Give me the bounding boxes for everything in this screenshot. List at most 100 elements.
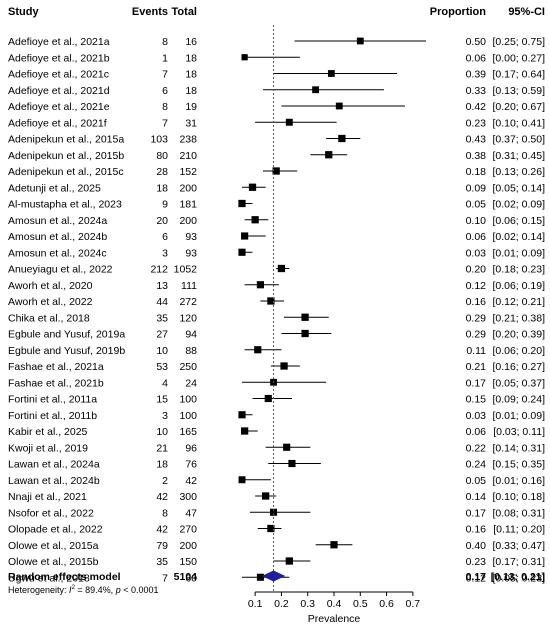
study-total: 19 xyxy=(185,101,197,113)
study-events: 27 xyxy=(156,329,168,341)
study-total: 88 xyxy=(185,345,197,357)
study-total: 181 xyxy=(179,199,197,211)
study-name: Lawan et al., 2024b xyxy=(8,475,100,487)
study-total: 210 xyxy=(179,150,197,162)
study-row: Adefioye et al., 2021c 7 18 0.39 [0.17; 0.64… xyxy=(8,69,545,81)
study-events: 10 xyxy=(156,345,168,357)
study-name: Kwoji et al., 2019 xyxy=(8,442,88,454)
study-total: 96 xyxy=(185,442,197,454)
study-total: 16 xyxy=(185,36,197,48)
study-ci: [0.14; 0.31] xyxy=(492,442,545,454)
study-name: Adenipekun et al., 2015c xyxy=(8,166,124,178)
study-total: 18 xyxy=(185,85,197,97)
study-square xyxy=(238,199,246,208)
header-study: Study xyxy=(8,6,39,18)
study-events: 103 xyxy=(150,134,168,146)
study-events: 7 xyxy=(162,69,168,81)
heterogeneity-prefix: Heterogeneity: xyxy=(8,585,69,595)
study-square xyxy=(251,216,259,224)
study-row: Egbule and Yusuf, 2019b 10 88 0.11 [0.06; 0.… xyxy=(8,345,545,357)
p-symbol: p xyxy=(115,585,121,595)
study-proportion: 0.33 xyxy=(466,85,487,97)
x-tick-label: 0.7 xyxy=(406,598,421,610)
study-name: Nnaji et al., 2021 xyxy=(8,491,87,503)
study-events: 15 xyxy=(156,394,168,406)
study-proportion: 0.11 xyxy=(466,345,486,357)
study-total: 42 xyxy=(185,475,197,487)
study-square xyxy=(301,313,309,321)
study-ci: [0.01; 0.09] xyxy=(492,410,545,422)
study-name: Adenipekun et al., 2015a xyxy=(8,134,124,146)
study-row: Amosun et al., 2024c 3 93 0.03 [0.01; 0.09] xyxy=(8,247,545,259)
study-square xyxy=(264,394,272,403)
study-proportion: 0.20 xyxy=(466,264,487,276)
study-name: Fortini et al., 2011a xyxy=(8,394,97,406)
study-row: Adefioye et al., 2021a 8 16 0.50 [0.25; 0.75… xyxy=(8,36,545,48)
study-ci: [0.17; 0.64] xyxy=(492,69,545,81)
study-row: Adefioye et al., 2021f 7 31 0.23 [0.10; 0.41… xyxy=(8,117,545,129)
study-proportion: 0.12 xyxy=(466,280,487,292)
study-events: 20 xyxy=(156,215,168,227)
study-square xyxy=(327,70,335,77)
study-ci: [0.06; 0.15] xyxy=(492,215,545,227)
study-name: Adenipekun et al., 2015b xyxy=(8,150,124,162)
study-total: 200 xyxy=(179,215,197,227)
pooled-diamond xyxy=(261,570,286,582)
study-row: Chika et al., 2018 35 120 0.29 [0.21; 0.38] xyxy=(8,312,545,324)
study-name: Anueyiagu et al., 2022 xyxy=(8,264,113,276)
study-row: Olowe et al., 2015b 35 150 0.23 [0.17; 0.31] xyxy=(8,556,545,568)
study-proportion: 0.18 xyxy=(466,166,487,178)
study-square xyxy=(267,297,275,305)
header-ci: 95%-CI xyxy=(508,6,545,18)
study-ci: [0.10; 0.18] xyxy=(492,491,545,503)
heterogeneity-text: Heterogeneity: I2 = 89.4%, p < 0.0001 xyxy=(8,585,159,595)
study-row: Adenipekun et al., 2015b 80 210 0.38 [0.31; … xyxy=(8,150,545,162)
study-name: Chika et al., 2018 xyxy=(8,312,90,324)
study-square xyxy=(238,248,246,256)
study-total: 150 xyxy=(179,556,197,568)
i2-exponent: 2 xyxy=(72,585,76,591)
study-ci: [0.20; 0.67] xyxy=(492,101,545,113)
study-proportion: 0.05 xyxy=(466,199,487,211)
study-square xyxy=(254,346,262,354)
study-square xyxy=(256,281,264,289)
study-ci: [0.00; 0.27] xyxy=(492,52,545,64)
study-total: 165 xyxy=(179,426,197,438)
study-total: 47 xyxy=(185,507,197,519)
study-proportion: 0.12 xyxy=(466,572,487,584)
study-row: Anueyiagu et al., 2022 212 1052 0.20 [0.18; … xyxy=(8,264,545,276)
pooled-estimate: Random effects model 5104 0.17 [0.13; 0.21] xyxy=(8,570,545,583)
study-square xyxy=(288,459,296,468)
study-proportion: 0.10 xyxy=(466,215,487,227)
study-proportion: 0.06 xyxy=(466,231,487,243)
study-square xyxy=(335,102,343,110)
study-proportion: 0.38 xyxy=(466,150,487,162)
study-square xyxy=(238,476,246,484)
study-ci: [0.01; 0.09] xyxy=(492,247,545,259)
study-row: Fashae et al., 2021a 53 250 0.21 [0.16; 0.27… xyxy=(8,361,545,373)
study-name: Amosun et al., 2024a xyxy=(8,215,107,227)
study-total: 18 xyxy=(185,69,197,81)
study-name: Fashae et al., 2021b xyxy=(8,377,104,389)
study-row: Adefioye et al., 2021e 8 19 0.42 [0.20; 0.67… xyxy=(8,101,545,113)
study-events: 79 xyxy=(156,540,168,552)
study-events: 18 xyxy=(156,182,168,194)
study-name: Olowe et al., 2015a xyxy=(8,540,99,552)
study-proportion: 0.24 xyxy=(466,459,487,471)
study-name: Al-mustapha et al., 2023 xyxy=(8,199,122,211)
x-tick-label: 0.5 xyxy=(353,598,368,610)
study-total: 1052 xyxy=(174,264,198,276)
study-ci: [0.31; 0.45] xyxy=(492,150,545,162)
header-events: Events xyxy=(132,6,168,18)
study-proportion: 0.17 xyxy=(466,507,487,519)
study-total: 300 xyxy=(179,491,197,503)
study-name: Olowe et al., 2015b xyxy=(8,556,99,568)
study-row: Adetunji et al., 2025 18 200 0.09 [0.05; 0.1… xyxy=(8,182,545,194)
study-events: 7 xyxy=(162,117,168,129)
study-square xyxy=(285,118,293,126)
study-total: 18 xyxy=(185,52,197,64)
study-proportion: 0.15 xyxy=(466,394,487,406)
study-ci: [0.37; 0.50] xyxy=(492,134,545,146)
study-proportion: 0.03 xyxy=(466,247,487,259)
